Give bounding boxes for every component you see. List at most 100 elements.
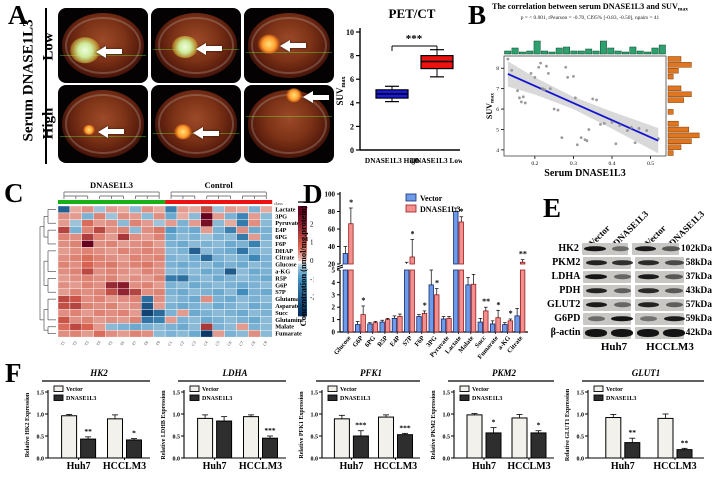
heatmap-cell	[129, 240, 142, 248]
heatmap-cell	[188, 205, 201, 214]
hist-bar	[555, 47, 563, 55]
heatmap-cell	[188, 281, 201, 290]
heatmap-cell	[69, 323, 83, 331]
bar	[61, 415, 78, 459]
heatmap-cell	[260, 316, 273, 324]
heatmap-cell	[117, 309, 130, 317]
hist-bar	[629, 46, 637, 55]
heatmap-cell	[105, 247, 118, 255]
column-label: C1	[166, 340, 173, 347]
data-point	[587, 128, 591, 131]
bar-vector-G6P	[355, 321, 361, 333]
row-label: 3PG	[275, 213, 287, 220]
heatmap-cell	[141, 329, 154, 338]
tumor-hotspot	[286, 88, 303, 102]
y-tick-label: 1.5	[577, 391, 585, 397]
kda-label: 58kDa	[685, 257, 712, 268]
significance-stars: *	[496, 300, 500, 309]
protein-band	[634, 245, 657, 252]
heatmap-cell	[260, 254, 273, 262]
scatter-points	[506, 57, 660, 147]
data-point	[599, 122, 602, 126]
bar	[507, 320, 514, 333]
y-axis-label: Relative LDHB Expression	[161, 390, 167, 460]
heatmap-cell	[200, 316, 213, 324]
bar	[514, 315, 520, 333]
heatmap-cell	[164, 329, 178, 338]
group-label: HCCLM3	[653, 461, 696, 472]
heatmap-cell	[117, 288, 130, 296]
heatmap-cell	[69, 288, 83, 296]
bar-vector-3PG	[428, 269, 434, 333]
arrow-tail	[313, 94, 330, 100]
heatmap-cell	[141, 212, 154, 221]
correlation-scatter: The correlation between serum DNASE1L3 a…	[485, 2, 700, 179]
bar	[372, 322, 379, 333]
top-histogram	[504, 40, 666, 55]
heatmap-cell	[164, 226, 178, 234]
bar-vector-Citrate	[514, 308, 520, 333]
heatmap-cell	[141, 302, 154, 310]
heatmap-cell	[176, 309, 190, 317]
ct-rim	[158, 94, 234, 154]
heatmap-cell	[224, 316, 237, 324]
heatmap-cell	[260, 267, 273, 276]
data-point	[629, 126, 633, 129]
bar	[378, 416, 394, 459]
heatmap-cell	[81, 302, 94, 310]
heatmap-cell	[236, 323, 249, 331]
heatmap-cell	[93, 233, 106, 241]
heatmap-cell	[69, 316, 83, 324]
pfk1-expression-chart: PFK1 0.0 0.5 1.0 1.5 Relative PFK1 Expression…	[299, 368, 420, 472]
y-tick-label: 2	[350, 122, 354, 131]
bar	[421, 312, 428, 333]
column-label: T7	[131, 340, 138, 346]
heatmap-cell	[57, 212, 71, 221]
data-point	[591, 97, 595, 101]
heatmap-cell	[260, 295, 273, 303]
legend-label: Vector	[202, 387, 219, 393]
heatmap-cell	[129, 329, 142, 338]
legend-gradient	[298, 266, 307, 270]
pointer-arrow-icon	[303, 91, 330, 104]
legend-tick: -1	[310, 275, 314, 283]
data-point	[560, 136, 564, 140]
bar-dnase1l3-Malate	[470, 273, 477, 333]
legend-label: DNASE1L3	[340, 396, 370, 402]
tumor-hotspot	[258, 34, 281, 54]
y-tick-label: 20	[328, 261, 336, 269]
bar-dnase1l3-HCCLM3	[397, 432, 413, 459]
heatmap-cell	[57, 281, 71, 290]
heatmap-cell	[69, 309, 83, 317]
y-tick-label: 0	[350, 146, 354, 155]
column-label: T5	[107, 340, 114, 346]
petct-image-low-1	[58, 8, 148, 83]
hist-bar	[667, 109, 674, 115]
blot-strip	[583, 270, 632, 283]
bar-legend: Vector DNASE1L3	[405, 193, 460, 214]
ct-rim	[65, 17, 141, 74]
legend-label: Vector	[66, 387, 83, 393]
heatmap-cell	[224, 254, 237, 262]
data-point	[537, 65, 541, 69]
protein-label: LDHA	[551, 271, 581, 282]
arrow-tail	[206, 46, 222, 51]
heatmap-cell	[152, 205, 166, 214]
legend-gradient	[298, 313, 307, 317]
bar	[385, 319, 391, 333]
data-point	[533, 76, 537, 79]
y-tick-label: 1.5	[37, 391, 45, 397]
arrow-head	[193, 127, 204, 140]
panel-c-label: C	[4, 178, 24, 208]
heatmap-cell	[248, 219, 261, 227]
heatmap-cell	[212, 219, 225, 227]
legend-swatch	[327, 394, 338, 401]
heatmap-cell	[236, 302, 249, 310]
heatmap-cell	[93, 329, 106, 338]
heatmap-cell	[200, 281, 213, 290]
data-point	[573, 96, 577, 100]
panel-d-label: D	[303, 179, 323, 209]
hist-bar	[667, 138, 692, 144]
heatmap-cell	[164, 281, 178, 290]
